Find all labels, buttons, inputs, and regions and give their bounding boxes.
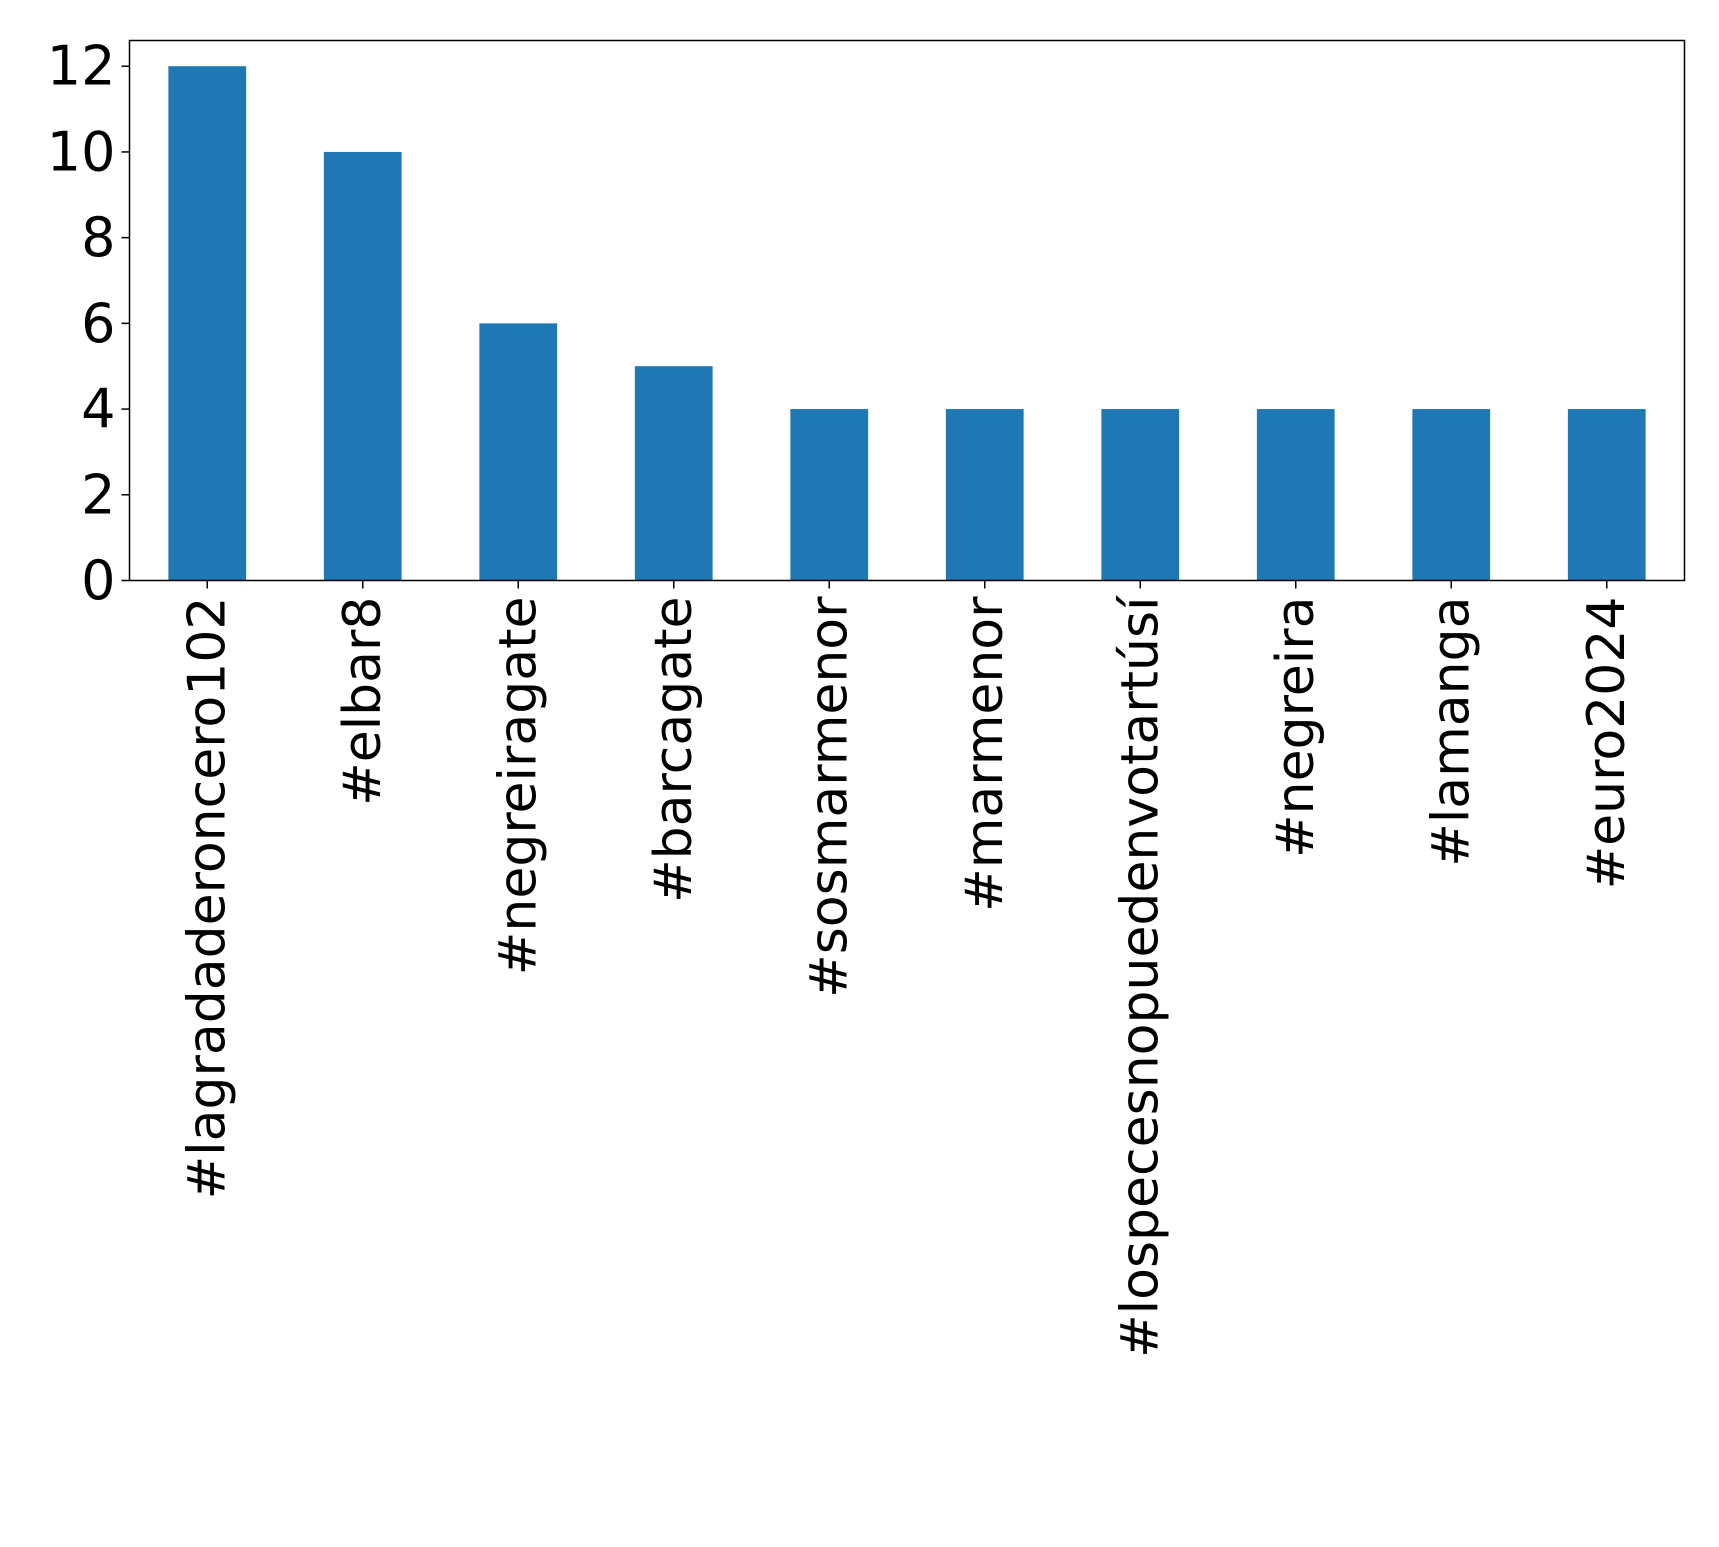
bar-euro2024 xyxy=(1567,409,1646,581)
x-tick-label: #marmenor xyxy=(955,596,1015,912)
x-tick-label: #negreira xyxy=(1266,597,1326,858)
x-axis-ticks: #lagradaderoncero102 #elbar8 #negreiragate… xyxy=(177,580,1637,1358)
bar-elbar8 xyxy=(323,151,402,581)
y-tick-label: 8 xyxy=(81,206,115,269)
plot-area-frame xyxy=(128,39,1686,582)
y-tick-label: 4 xyxy=(81,378,115,441)
bar-lospecesnopuedenvotarts xyxy=(1101,409,1180,581)
x-tick-label: #lamanga xyxy=(1421,597,1481,867)
x-tick-label: #lagradaderoncero102 xyxy=(177,597,237,1200)
bar-negreiragate xyxy=(479,323,558,581)
bar-barcagate xyxy=(634,366,713,581)
y-tick-label: 12 xyxy=(47,35,116,98)
bar-negreira xyxy=(1256,409,1335,581)
y-tick-label: 2 xyxy=(81,463,115,526)
y-tick-label: 6 xyxy=(81,292,115,355)
bar-sosmarmenor xyxy=(790,409,869,581)
bar-lagradaderoncero102 xyxy=(168,66,247,581)
x-tick-label: #elbar8 xyxy=(333,597,393,806)
x-tick-label: #negreiragate xyxy=(488,597,548,976)
x-tick-label: #lospecesnopuedenvotartúsí xyxy=(1110,595,1170,1358)
x-tick-label: #barcagate xyxy=(644,597,704,903)
y-tick-label: 0 xyxy=(81,549,115,612)
y-axis-ticks: 0 2 4 6 8 10 12 xyxy=(47,35,130,612)
x-tick-label: #euro2024 xyxy=(1577,597,1637,890)
y-tick-label: 10 xyxy=(47,120,116,183)
bar-marmenor xyxy=(945,409,1024,581)
bar-lamanga xyxy=(1412,409,1491,581)
x-tick-label: #sosmarmenor xyxy=(799,596,859,998)
bars-group xyxy=(168,66,1646,581)
